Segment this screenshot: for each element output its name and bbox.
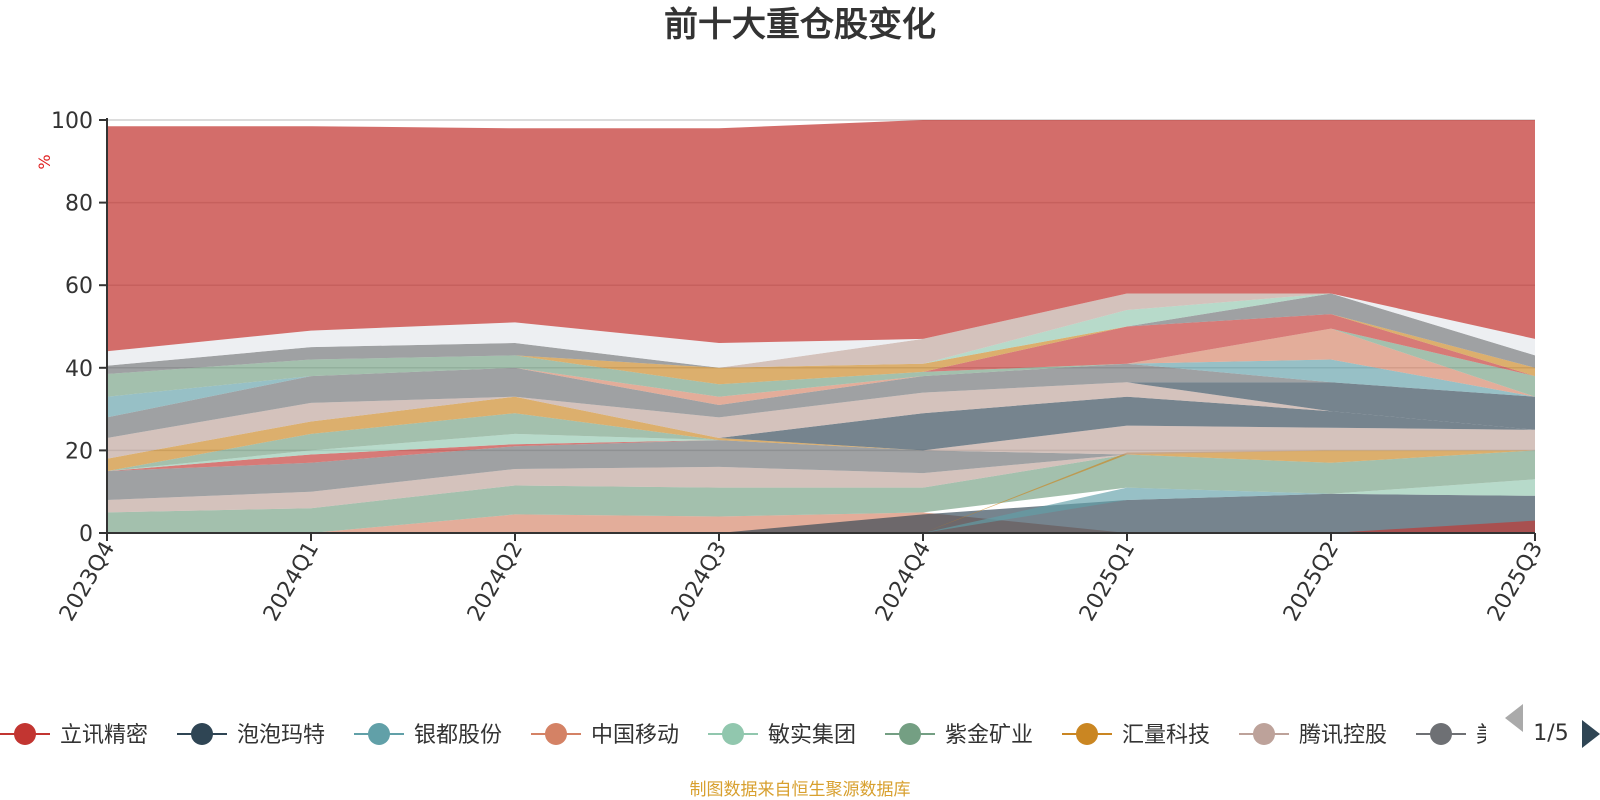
- area-band: [107, 293, 1535, 374]
- legend-label: 立讯精密: [60, 723, 148, 748]
- legend-label: 腾讯控股: [1299, 723, 1387, 748]
- y-tick-label: 100: [51, 109, 93, 134]
- x-tick-label: 2024Q4: [871, 538, 936, 626]
- x-tick-label: 2024Q3: [667, 538, 732, 626]
- area-band: [107, 396, 1535, 459]
- legend-marker: [722, 723, 744, 745]
- area-band: [107, 520, 1535, 533]
- axes: [106, 118, 1535, 534]
- y-tick-label: 0: [79, 522, 93, 547]
- legend-marker: [368, 723, 390, 745]
- area-band: [107, 450, 1535, 513]
- y-axis-unit-label: %: [35, 154, 54, 169]
- legend-page-indicator: 1/5: [1533, 721, 1568, 746]
- x-tick-label: 2023Q4: [55, 538, 120, 626]
- area-band: [107, 512, 1535, 533]
- legend-pager: 1/5: [1505, 704, 1600, 748]
- area-band: [107, 425, 1535, 472]
- legend-item[interactable]: 中国移动: [531, 723, 679, 748]
- legend-marker: [191, 723, 213, 745]
- y-tick-label: 80: [65, 192, 93, 217]
- legend-item[interactable]: 银都股份: [354, 723, 502, 748]
- legend-label: 敏实集团: [768, 723, 856, 748]
- legend-item[interactable]: 敏实集团: [708, 723, 856, 748]
- area-band: [107, 328, 1535, 405]
- area-band: [107, 396, 1535, 472]
- legend-label: 美: [1476, 723, 1498, 748]
- area-band: [107, 440, 1535, 500]
- area-band: [107, 328, 1535, 397]
- area-band: [107, 314, 1535, 385]
- legend-label: 紫金矿业: [945, 723, 1033, 748]
- legend-label: 泡泡玛特: [237, 723, 325, 748]
- area-band: [107, 382, 1535, 459]
- data-source-note: 制图数据来自恒生聚源数据库: [690, 780, 911, 800]
- x-tick-label: 2025Q2: [1279, 538, 1344, 626]
- y-axis-ticks: 0 20 40 60 80 100: [51, 109, 107, 547]
- area-band: [107, 413, 1535, 472]
- legend-marker: [1430, 723, 1452, 745]
- area-band: [107, 293, 1535, 368]
- legend-marker: [1076, 723, 1098, 745]
- area-series: [107, 120, 1535, 533]
- y-tick-label: 20: [65, 439, 93, 464]
- legend-label: 汇量科技: [1122, 723, 1210, 748]
- x-axis-ticks: 2023Q4 2024Q1 2024Q2 2024Q3 2024Q4 2025Q1 2025…: [55, 533, 1548, 626]
- legend-item[interactable]: 泡泡玛特: [177, 723, 325, 748]
- area-band: [107, 314, 1535, 385]
- legend-item[interactable]: 紫金矿业: [885, 723, 1033, 748]
- area-band: [107, 363, 1535, 438]
- x-tick-label: 2025Q3: [1483, 538, 1548, 626]
- x-tick-label: 2025Q1: [1075, 538, 1140, 626]
- y-tick-label: 40: [65, 357, 93, 382]
- area-band: [107, 450, 1535, 533]
- legend-marker: [899, 723, 921, 745]
- legend-marker: [14, 723, 36, 745]
- area-band: [107, 425, 1535, 472]
- area-band: [107, 450, 1535, 533]
- legend-marker: [1253, 723, 1275, 745]
- legend-item[interactable]: 立讯精密: [0, 723, 148, 748]
- legend-label: 银都股份: [414, 723, 502, 748]
- chart-title: 前十大重仓股变化: [664, 5, 936, 45]
- legend-marker: [545, 723, 567, 745]
- area-band: [107, 493, 1535, 533]
- triangle-right-icon[interactable]: [1582, 720, 1600, 748]
- legend: 立讯精密 泡泡玛特 银都股份 中国移动 敏实集团 紫金矿业 汇量科技 腾讯控股 美: [0, 723, 1498, 748]
- x-tick-label: 2024Q2: [463, 538, 528, 626]
- x-tick-label: 2024Q1: [259, 538, 324, 626]
- legend-item[interactable]: 美: [1416, 723, 1498, 748]
- legend-item[interactable]: 腾讯控股: [1239, 723, 1387, 748]
- area-band: [107, 293, 1535, 368]
- area-band: [107, 120, 1535, 352]
- triangle-left-icon[interactable]: [1505, 704, 1523, 732]
- y-tick-label: 60: [65, 274, 93, 299]
- legend-label: 中国移动: [591, 723, 679, 748]
- area-band: [107, 382, 1535, 438]
- legend-item[interactable]: 汇量科技: [1062, 723, 1210, 748]
